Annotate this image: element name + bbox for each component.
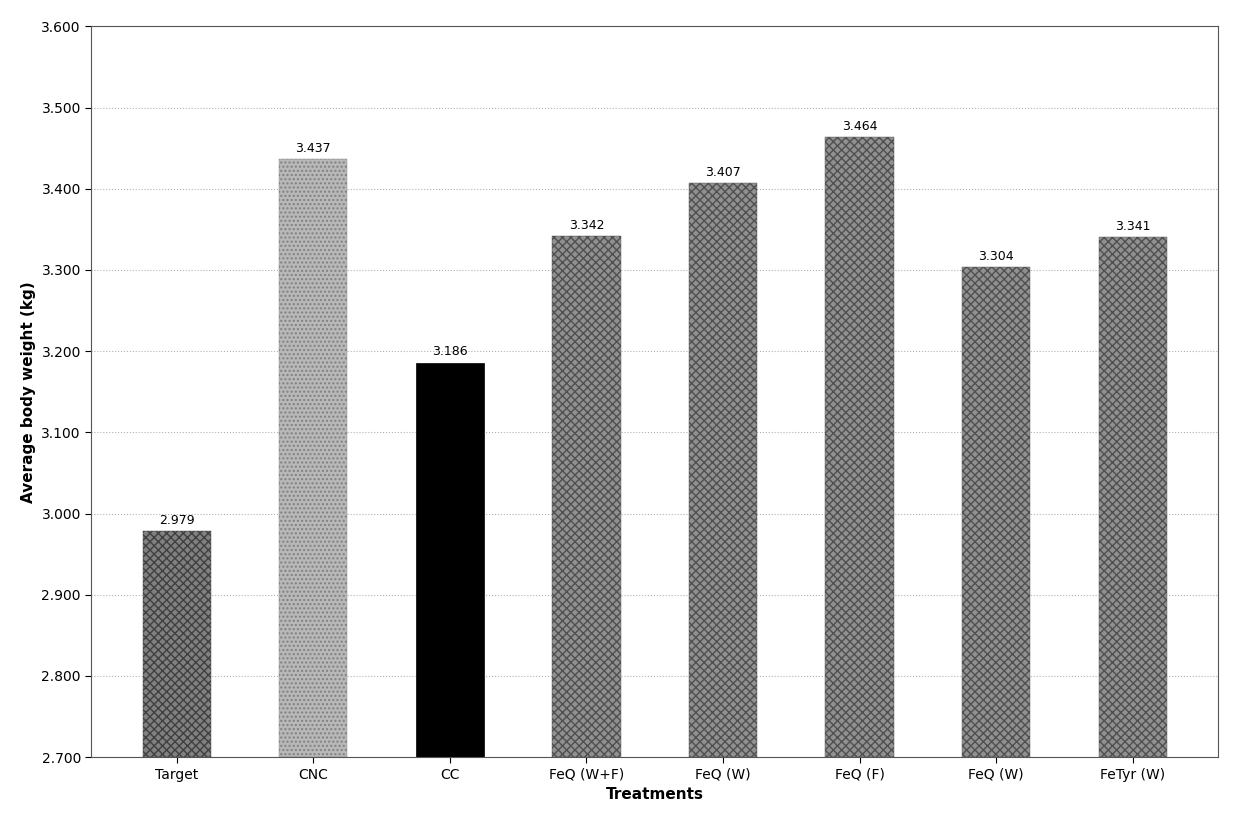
Bar — [825, 137, 893, 757]
Text: 3.342: 3.342 — [569, 219, 605, 232]
Bar — [1099, 237, 1167, 757]
Y-axis label: Average body weight (kg): Average body weight (kg) — [21, 281, 36, 503]
Text: 3.437: 3.437 — [295, 142, 331, 155]
Text: 2.979: 2.979 — [159, 514, 195, 527]
Bar — [142, 531, 211, 757]
Text: 3.464: 3.464 — [841, 119, 877, 133]
Text: 3.407: 3.407 — [705, 166, 741, 179]
Bar — [553, 236, 621, 757]
Bar — [416, 362, 484, 757]
Text: 3.304: 3.304 — [979, 249, 1014, 263]
Text: 3.341: 3.341 — [1115, 220, 1151, 233]
Text: 3.186: 3.186 — [432, 346, 467, 359]
Bar — [279, 159, 347, 757]
Bar — [961, 267, 1031, 757]
Bar — [689, 183, 757, 757]
X-axis label: Treatments: Treatments — [606, 787, 704, 802]
